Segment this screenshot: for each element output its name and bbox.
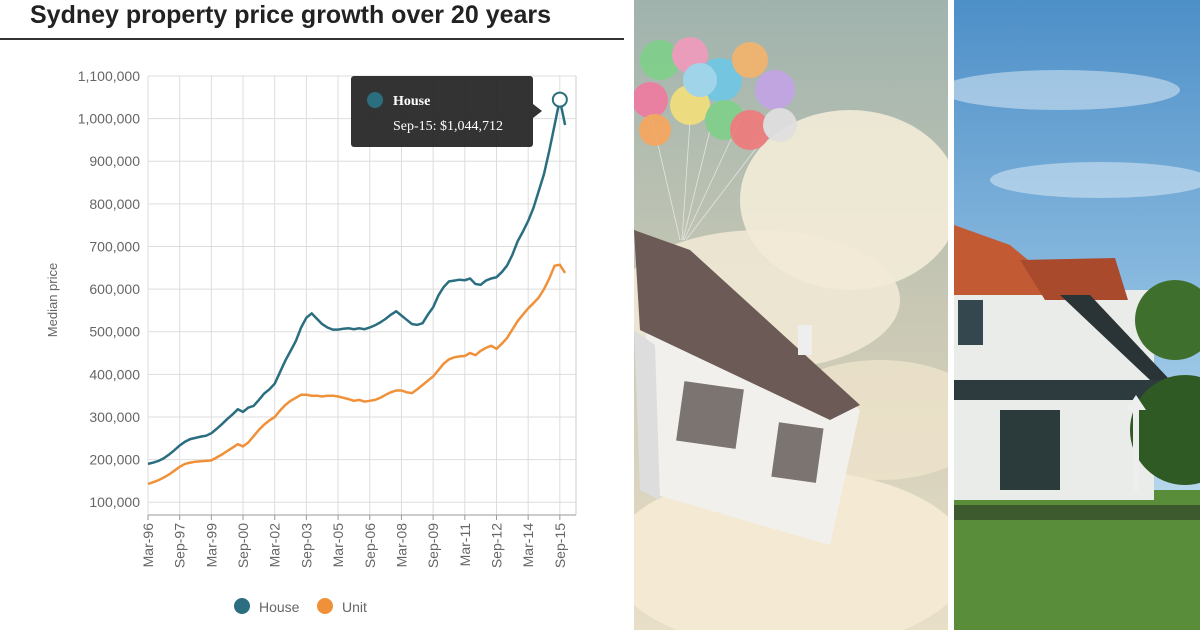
y-tick-label: 500,000 [89,324,140,340]
y-tick-label: 100,000 [89,494,140,510]
chart-title: Sydney property price growth over 20 yea… [30,1,551,29]
legend-label: Unit [342,599,367,615]
x-tick-label: Mar-99 [203,523,219,568]
x-tick-label: Sep-06 [362,523,378,568]
y-tick-label: 200,000 [89,452,140,468]
y-tick-label: 900,000 [89,153,140,169]
x-tick-label: Mar-05 [330,523,346,568]
tooltip-marker [367,92,383,108]
x-tick-label: Mar-11 [457,523,473,567]
y-tick-label: 700,000 [89,238,140,254]
y-tick-label: 400,000 [89,366,140,382]
y-tick-label: 800,000 [89,196,140,212]
tooltip-arrow [533,104,542,118]
legend-marker [234,598,250,614]
x-tick-label: Sep-03 [298,523,314,568]
y-tick-label: 300,000 [89,409,140,425]
tooltip-box [351,76,533,147]
series-line [147,99,567,466]
chart: Sydney property price growth over 20 yea… [0,1,624,615]
y-tick-label: 1,000,000 [78,111,140,127]
x-tick-label: Mar-08 [393,523,409,568]
highlight-point [551,91,568,108]
x-tick-label: Sep-15 [552,523,568,568]
y-tick-label: 1,100,000 [78,68,140,84]
x-tick-label: Sep-97 [172,523,188,568]
photo-balloon-house [634,0,948,630]
legend-label: House [259,599,300,615]
x-tick-label: Mar-14 [520,523,536,568]
x-tick-label: Mar-02 [267,523,283,568]
y-tick-label: 600,000 [89,281,140,297]
x-tick-label: Mar-96 [140,523,156,568]
legend-marker [317,598,333,614]
x-tick-label: Sep-09 [425,523,441,568]
y-axis-label: Median price [45,263,60,337]
photo-house [954,0,1200,630]
x-tick-label: Sep-00 [235,523,251,568]
tooltip-text: Sep-15: $1,044,712 [393,119,503,134]
series-line [147,263,567,486]
tooltip-series: House [393,94,430,109]
x-tick-label: Sep-12 [488,523,504,568]
